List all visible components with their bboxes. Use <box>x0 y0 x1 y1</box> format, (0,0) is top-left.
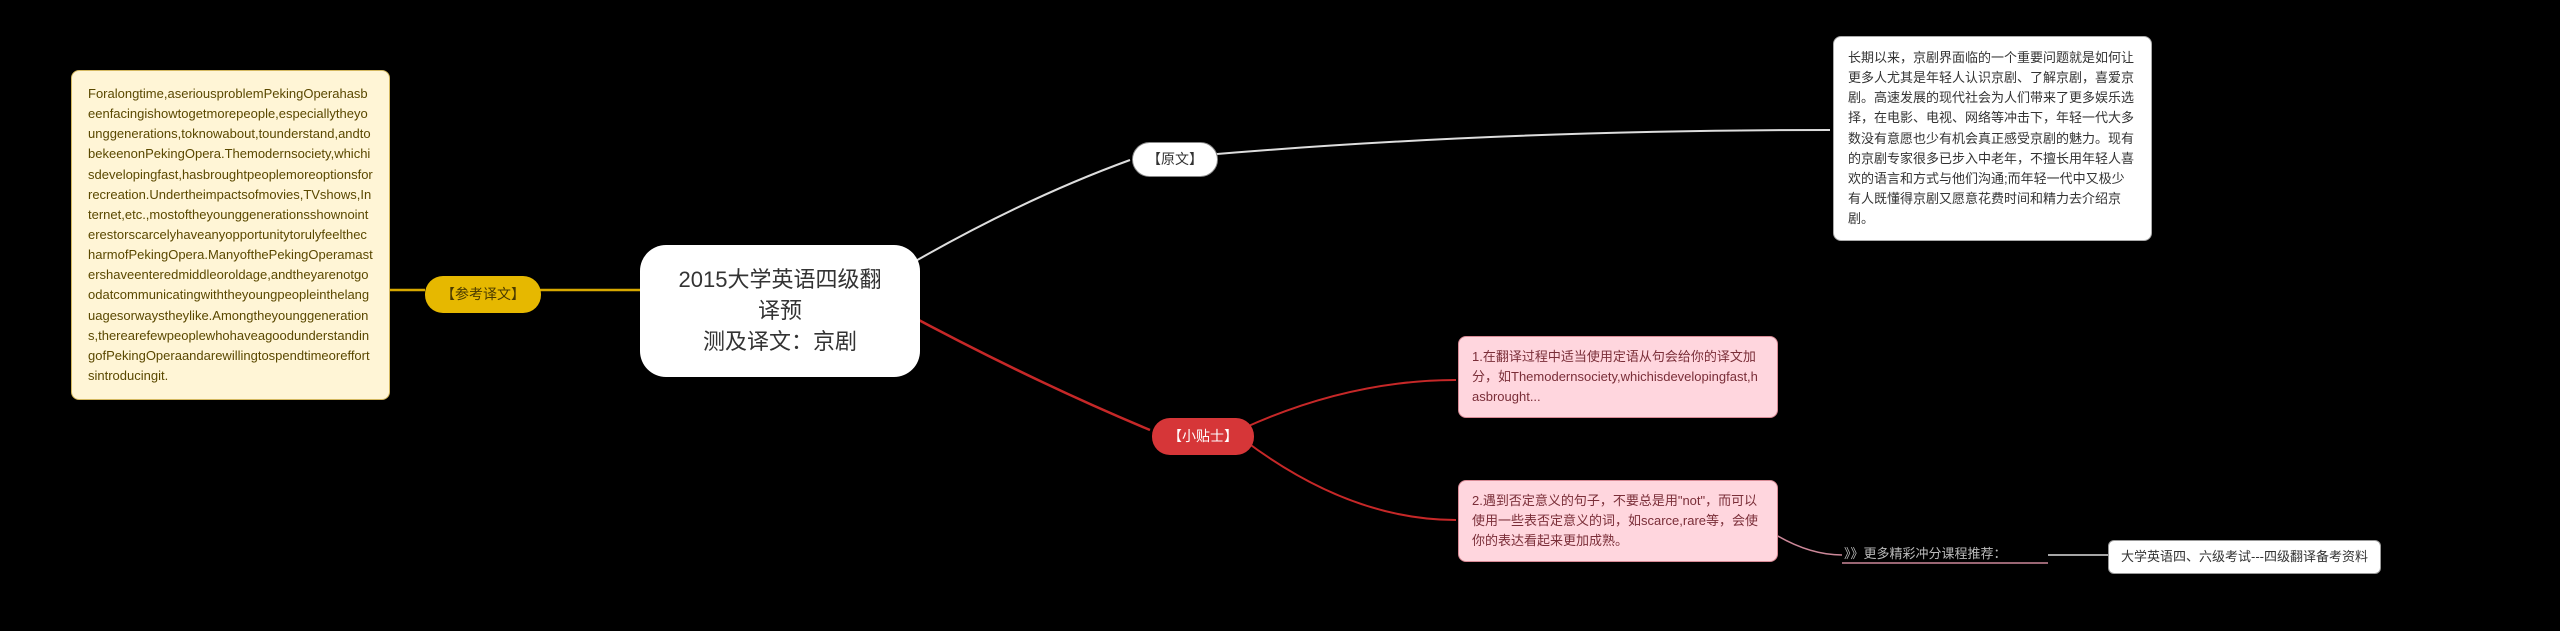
edge-tips-tip1 <box>1244 380 1456 428</box>
final-course-item[interactable]: 大学英语四、六级考试---四级翻译备考资料 <box>2108 540 2381 574</box>
translation-label[interactable]: 【参考译文】 <box>425 276 541 313</box>
edge-original-body <box>1205 130 1830 155</box>
tip1-body: 1.在翻译过程中适当使用定语从句会给你的译文加分，如Themodernsocie… <box>1458 336 1778 418</box>
tip2-body: 2.遇到否定意义的句子，不要总是用"not"，而可以使用一些表否定意义的词，如s… <box>1458 480 1778 562</box>
edge-center-tips <box>900 310 1150 430</box>
original-body: 长期以来，京剧界面临的一个重要问题就是如何让更多人尤其是年轻人认识京剧、了解京剧… <box>1833 36 2152 241</box>
translation-body: Foralongtime,aseriousproblemPekingOperah… <box>71 70 390 400</box>
center-title-line2: 测及译文：京剧 <box>670 327 890 358</box>
center-title-line1: 2015大学英语四级翻译预 <box>670 265 890 327</box>
edge-center-original <box>900 160 1130 270</box>
edge-tips-tip2 <box>1244 440 1456 520</box>
edge-tip2-more <box>1776 535 1842 555</box>
center-title: 2015大学英语四级翻译预 测及译文：京剧 <box>640 245 920 377</box>
more-courses-label[interactable]: 》》更多精彩冲分课程推荐： <box>1844 544 2007 564</box>
tips-label[interactable]: 【小贴士】 <box>1152 418 1254 455</box>
original-label[interactable]: 【原文】 <box>1132 142 1218 177</box>
